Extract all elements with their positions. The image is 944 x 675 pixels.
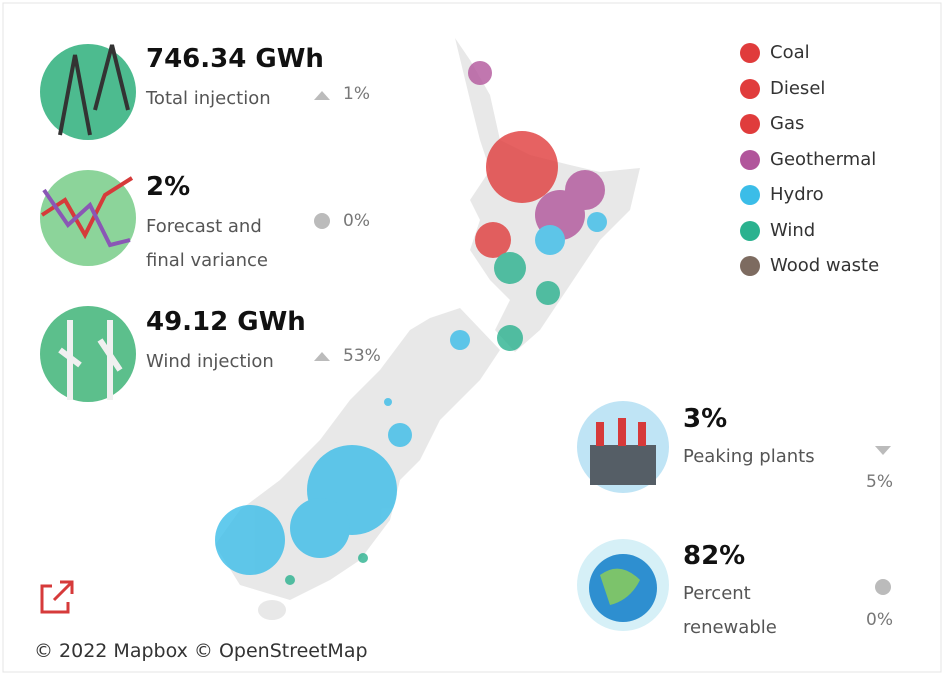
legend-swatch xyxy=(740,185,760,205)
legend-label: Coal xyxy=(770,42,810,63)
bubble xyxy=(215,505,285,575)
bubble xyxy=(468,61,492,85)
legend-label: Geothermal xyxy=(770,148,877,170)
bubble xyxy=(535,225,565,255)
bubble xyxy=(388,423,412,447)
bubble xyxy=(450,330,470,350)
legend-label: Wind xyxy=(770,219,816,241)
attribution: © 2022 Mapbox © OpenStreetMap xyxy=(28,638,374,664)
legend-label: Wood waste xyxy=(770,255,880,276)
bubble xyxy=(486,131,558,203)
bubble xyxy=(475,222,511,258)
icon-purple-line xyxy=(42,188,131,248)
icon-turbines xyxy=(58,320,123,400)
icon-factory xyxy=(590,445,656,485)
icon-wind xyxy=(40,306,136,402)
bubble xyxy=(536,281,560,305)
icon-red-line xyxy=(40,176,134,240)
icon-stack xyxy=(638,422,646,446)
bubbles xyxy=(215,61,607,585)
kpi-label: Percent renewable xyxy=(683,583,777,638)
icon-stack xyxy=(618,418,626,446)
bubble xyxy=(358,553,368,563)
icon-variance xyxy=(40,170,136,266)
legend-swatch xyxy=(740,114,760,134)
kpi-value: 746.34 GWh xyxy=(146,44,324,74)
bubble xyxy=(587,212,607,232)
kpi-label: Total injection xyxy=(146,88,271,109)
legend-swatch xyxy=(740,43,760,63)
neutral-dot xyxy=(875,579,891,595)
kpi-label: Peaking plants xyxy=(683,446,815,467)
legend-swatch xyxy=(740,220,760,241)
kpi-label: Forecast and final variance xyxy=(146,216,268,271)
icon-stack xyxy=(596,422,604,446)
stewart-island xyxy=(258,600,286,620)
legend-swatch xyxy=(740,149,760,170)
bubble xyxy=(285,575,295,585)
legend-swatch xyxy=(740,78,760,99)
bubble xyxy=(494,252,526,284)
kpi-change: 5% xyxy=(866,472,893,492)
up-arrow xyxy=(314,91,330,100)
down-arrow xyxy=(875,446,891,455)
bubble xyxy=(290,498,350,558)
external-link[interactable] xyxy=(40,580,74,614)
neutral-dot xyxy=(314,213,330,229)
kpi-change: 1% xyxy=(343,84,370,104)
legend-label: Hydro xyxy=(770,184,824,205)
kpi-change: 53% xyxy=(343,346,381,366)
kpi-value: 3% xyxy=(683,404,728,434)
kpi-value: 2% xyxy=(146,172,191,202)
bubble xyxy=(497,325,523,351)
icon-pylons xyxy=(58,44,130,136)
up-arrow xyxy=(314,352,330,361)
kpi-change: 0% xyxy=(343,211,370,231)
kpi-value: 82% xyxy=(683,541,746,571)
icon-land xyxy=(600,568,640,605)
legend-swatch xyxy=(740,256,760,276)
kpi-change: 0% xyxy=(866,610,893,630)
legend-label: Gas xyxy=(770,113,805,134)
kpi-label: Wind injection xyxy=(146,351,274,372)
kpi-value: 49.12 GWh xyxy=(146,307,306,337)
legend-label: Diesel xyxy=(770,77,826,99)
bubble xyxy=(384,398,392,406)
